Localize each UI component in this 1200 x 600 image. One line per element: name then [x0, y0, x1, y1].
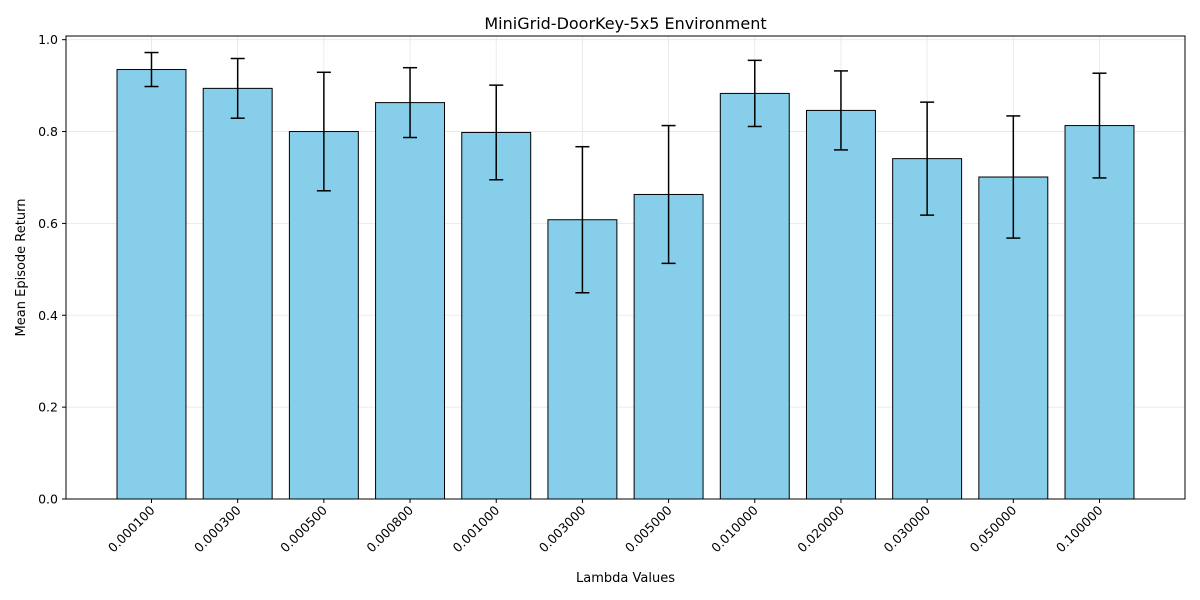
y-tick-label: 0.8 — [38, 124, 58, 139]
x-tick-label: 0.000800 — [363, 502, 416, 555]
bar — [805, 109, 876, 500]
y-tick-label: 0.0 — [38, 492, 58, 507]
x-tick-label: 0.000300 — [191, 502, 244, 555]
bar — [719, 92, 790, 500]
plot-frame — [65, 35, 1186, 500]
x-tick-label: 0.000100 — [105, 502, 158, 555]
y-tick-label: 1.0 — [38, 32, 58, 47]
x-axis-ticks: 0.000100 0.000300 0.000500 0.000800 0.001000… — [105, 499, 1106, 555]
bar — [116, 69, 187, 500]
chart-title: MiniGrid-DoorKey-5x5 Environment — [484, 14, 766, 33]
x-tick-label: 0.020000 — [794, 502, 847, 555]
x-tick-label: 0.005000 — [622, 502, 675, 555]
y-tick-label: 0.6 — [38, 216, 58, 231]
x-tick-label: 0.050000 — [967, 502, 1020, 555]
bar — [375, 102, 446, 500]
bars — [116, 69, 1135, 500]
x-tick-label: 0.000500 — [277, 502, 330, 555]
x-tick-label: 0.001000 — [450, 502, 503, 555]
y-tick-label: 0.2 — [38, 400, 58, 415]
y-axis-label: Mean Episode Return — [14, 199, 29, 337]
y-tick-label: 0.4 — [38, 308, 58, 323]
x-tick-label: 0.010000 — [708, 502, 761, 555]
bar — [202, 87, 273, 500]
bar — [461, 131, 532, 500]
x-axis-label: Lambda Values — [576, 571, 675, 586]
bar — [1064, 125, 1135, 500]
x-tick-label: 0.003000 — [536, 502, 589, 555]
y-axis-ticks: 0.0 0.2 0.4 0.6 0.8 1.0 — [38, 32, 66, 507]
x-tick-label: 0.030000 — [880, 502, 933, 555]
x-tick-label: 0.100000 — [1053, 502, 1106, 555]
error-bars — [144, 51, 1107, 294]
